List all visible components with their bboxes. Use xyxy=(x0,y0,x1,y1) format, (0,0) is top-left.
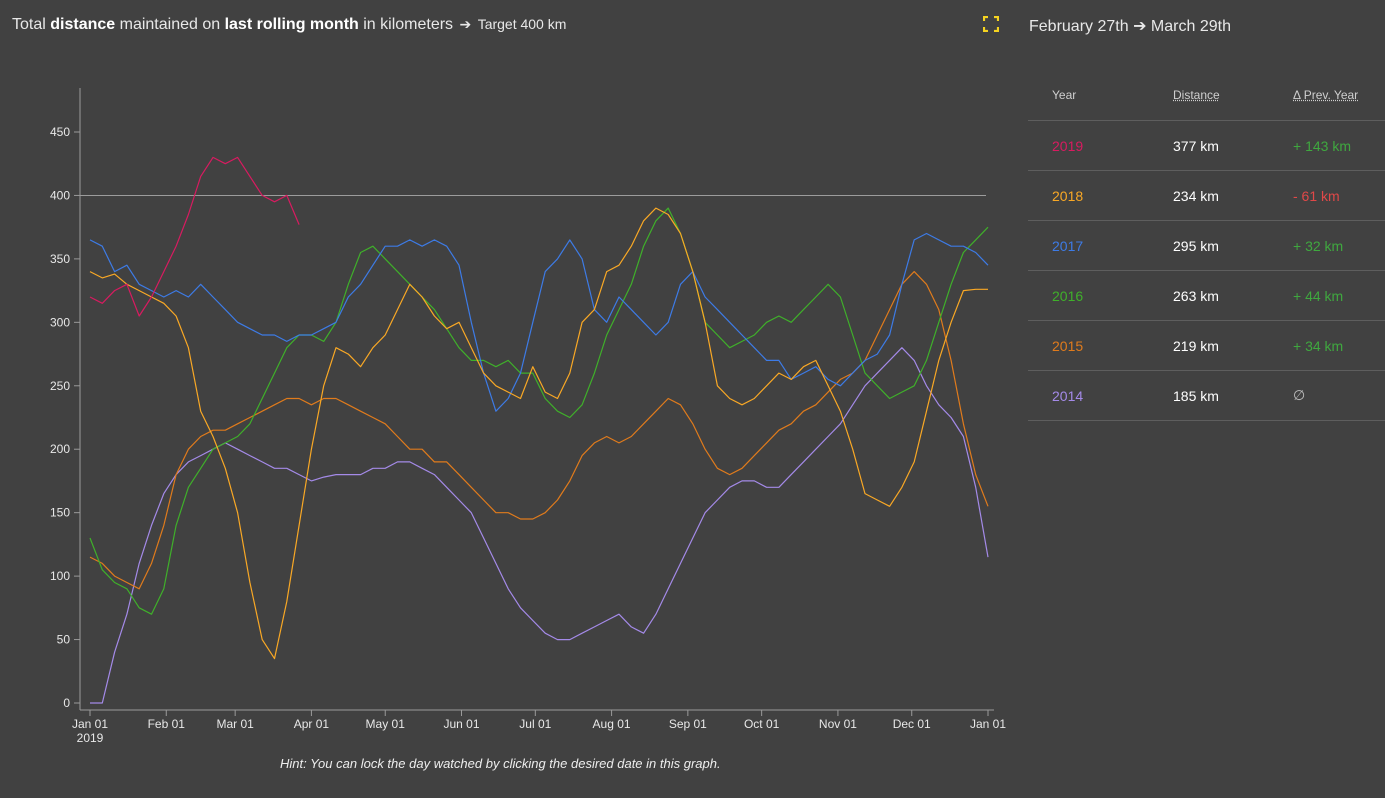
row-delta: + 34 km xyxy=(1293,337,1344,354)
x-tick-sublabel: 2019 xyxy=(77,731,104,745)
header-year: Year xyxy=(1052,88,1077,102)
row-delta: ∅ xyxy=(1293,387,1306,403)
target-label: Target 400 km xyxy=(477,16,567,32)
table-row[interactable]: 2017 295 km + 32 km xyxy=(1028,221,1385,271)
x-tick-label: Mar 01 xyxy=(216,717,254,731)
table-row[interactable]: 2018 234 km - 61 km xyxy=(1028,171,1385,221)
header-distance[interactable]: Distance xyxy=(1173,88,1220,102)
x-tick-label: Jan 01 xyxy=(970,717,1006,731)
y-tick-label: 350 xyxy=(50,252,70,266)
row-year: 2019 xyxy=(1052,137,1084,154)
row-year: 2018 xyxy=(1052,187,1084,204)
title-text-4: last rolling month xyxy=(224,16,359,33)
row-distance: 295 km xyxy=(1173,237,1219,254)
x-tick-label: Dec 01 xyxy=(893,717,931,731)
hint-text: Hint: You can lock the day watched by cl… xyxy=(280,756,721,771)
header-delta[interactable]: Δ Prev. Year xyxy=(1293,88,1359,102)
x-tick-label: Jan 01 xyxy=(72,717,108,731)
y-tick-label: 50 xyxy=(57,633,71,647)
y-tick-label: 400 xyxy=(50,188,70,202)
x-tick-label: Apr 01 xyxy=(294,717,330,731)
date-range: February 27th ➔ March 29th xyxy=(1029,16,1231,36)
series-line-2018 xyxy=(89,207,988,660)
row-year: 2015 xyxy=(1052,337,1084,354)
y-tick-label: 200 xyxy=(50,442,70,456)
y-tick-label: 450 xyxy=(50,125,70,139)
fullscreen-icon[interactable] xyxy=(983,16,999,32)
row-distance: 219 km xyxy=(1173,337,1219,354)
y-tick-label: 300 xyxy=(50,315,70,329)
x-tick-label: Feb 01 xyxy=(148,717,186,731)
x-tick-label: Aug 01 xyxy=(593,717,631,731)
series-line-2016 xyxy=(89,207,989,615)
row-distance: 234 km xyxy=(1173,187,1219,204)
x-tick-label: Jun 01 xyxy=(443,717,479,731)
year-summary-table: Year Distance Δ Prev. Year 2019 377 km + 1… xyxy=(1028,70,1385,421)
row-year: 2017 xyxy=(1052,237,1084,254)
y-tick-label: 250 xyxy=(50,379,70,393)
range-start: February 27th xyxy=(1029,18,1129,35)
x-tick-label: Jul 01 xyxy=(519,717,551,731)
row-delta: - 61 km xyxy=(1293,187,1340,204)
row-delta: + 32 km xyxy=(1293,237,1344,254)
arrow-icon: ➔ xyxy=(459,16,472,32)
series-line-2019 xyxy=(89,156,300,317)
chart-title: Total distance maintained on last rollin… xyxy=(12,16,566,34)
row-distance: 263 km xyxy=(1173,287,1219,304)
table-header: Year Distance Δ Prev. Year xyxy=(1028,70,1385,121)
y-tick-label: 0 xyxy=(63,696,70,710)
row-delta: + 44 km xyxy=(1293,287,1344,304)
title-text-3: maintained on xyxy=(115,16,225,33)
series-line-2014 xyxy=(90,347,989,704)
row-year: 2016 xyxy=(1052,287,1084,304)
range-arrow-icon: ➔ xyxy=(1133,18,1147,35)
title-text-5: in kilometers xyxy=(358,16,458,33)
row-year: 2014 xyxy=(1052,387,1084,404)
table-row[interactable]: 2016 263 km + 44 km xyxy=(1028,271,1385,321)
x-tick-label: Nov 01 xyxy=(819,717,857,731)
x-tick-label: Sep 01 xyxy=(669,717,707,731)
title-text-2: distance xyxy=(50,16,116,33)
x-tick-label: Oct 01 xyxy=(744,717,780,731)
range-end: March 29th xyxy=(1150,18,1231,35)
y-tick-label: 150 xyxy=(50,506,70,520)
series-line-2015 xyxy=(89,271,989,590)
row-distance: 377 km xyxy=(1173,137,1219,154)
x-tick-label: May 01 xyxy=(366,717,406,731)
title-text-1: Total xyxy=(12,16,51,33)
table-row[interactable]: 2019 377 km + 143 km xyxy=(1028,121,1385,171)
table-row[interactable]: 2015 219 km + 34 km xyxy=(1028,321,1385,371)
series-line-2017 xyxy=(89,232,989,412)
row-distance: 185 km xyxy=(1173,387,1219,404)
y-tick-label: 100 xyxy=(50,569,70,583)
table-row[interactable]: 2014 185 km ∅ xyxy=(1028,371,1385,421)
row-delta: + 143 km xyxy=(1293,137,1351,154)
